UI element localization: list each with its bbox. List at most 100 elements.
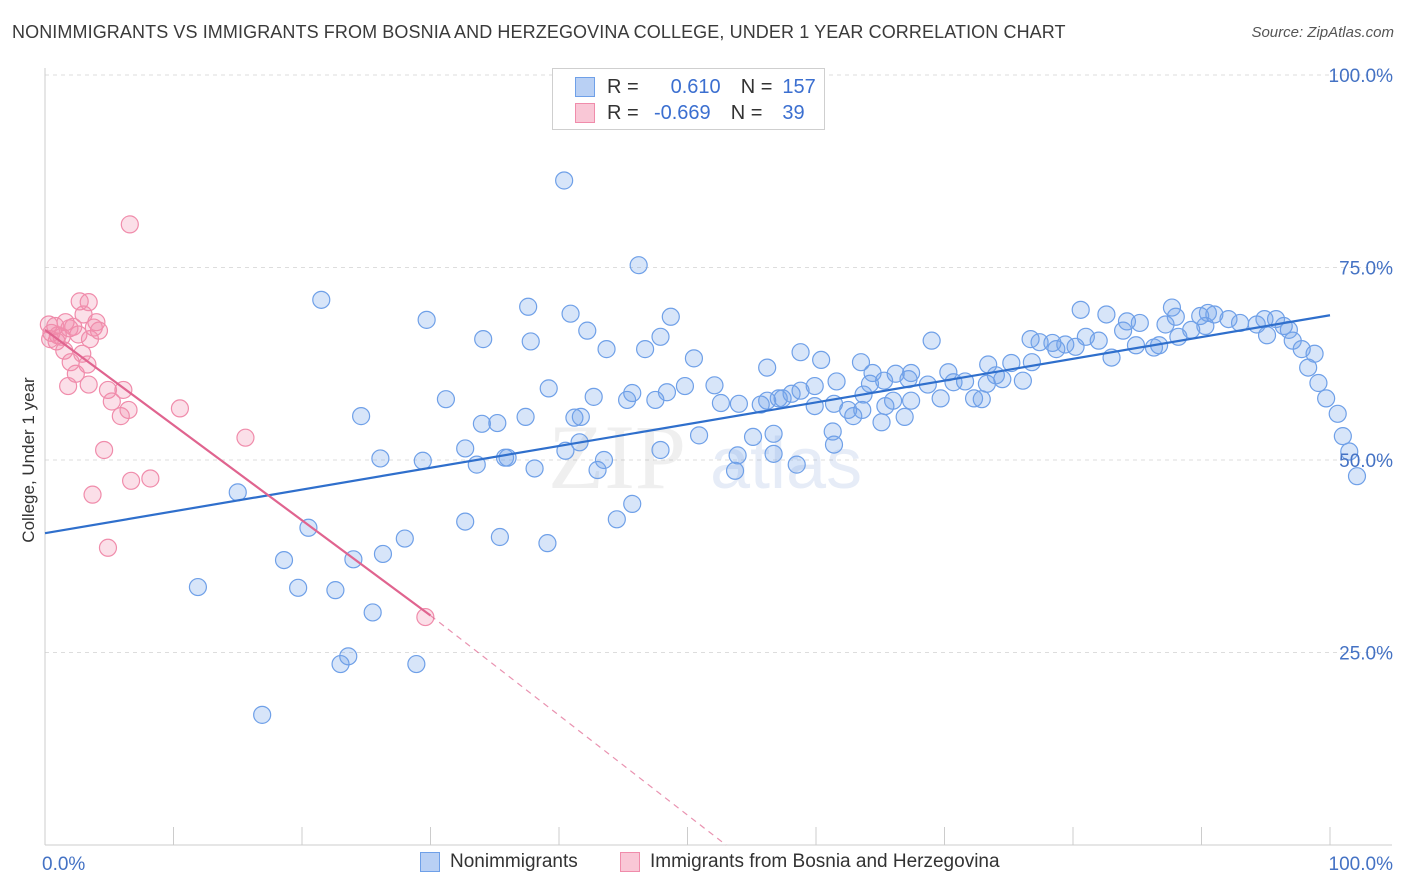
pink-data-point (98, 380, 118, 400)
blue-data-point (371, 449, 390, 468)
blue-data-point (623, 383, 642, 403)
blue-data-point (743, 427, 763, 446)
blue-data-point (594, 450, 614, 470)
blue-data-point (791, 343, 810, 362)
pink-trend-line (44, 328, 432, 617)
blue-data-point (1013, 371, 1032, 390)
blue-data-point (289, 578, 308, 597)
blue-data-point (827, 372, 846, 391)
x-tick-label: 0.0% (42, 854, 85, 875)
pink-data-point (47, 332, 66, 351)
blue-data-point (417, 310, 436, 329)
blue-series-points (188, 171, 1367, 724)
blue-data-point (769, 389, 788, 408)
blue-data-point (922, 331, 941, 350)
blue-data-point (588, 460, 607, 480)
blue-data-point (565, 408, 584, 427)
blue-data-point (764, 424, 783, 443)
blue-data-point (1317, 389, 1336, 408)
blue-data-point (1071, 300, 1090, 319)
blue-data-point (623, 494, 642, 513)
blue-data-point (964, 389, 984, 408)
blue-data-point (787, 455, 806, 474)
blue-data-point (607, 510, 626, 529)
axes (44, 68, 1392, 846)
blue-data-point (538, 534, 557, 553)
pink-data-point (59, 376, 78, 396)
blue-data-point (651, 440, 670, 460)
blue-data-point (651, 327, 670, 346)
legend-r-label: R = (607, 75, 639, 98)
blue-data-point (944, 373, 963, 392)
blue-data-point (773, 389, 792, 408)
trend-lines (44, 314, 1331, 846)
blue-data-point (299, 518, 318, 537)
legend-swatch-blue (575, 77, 595, 97)
chart-title: NONIMMIGRANTS VS IMMIGRANTS FROM BOSNIA … (12, 22, 1066, 42)
blue-data-point (456, 512, 475, 531)
blue-data-point (584, 387, 603, 406)
grid-lines (45, 74, 1392, 653)
blue-data-point (413, 451, 432, 470)
blue-data-point (931, 389, 950, 408)
blue-data-point (488, 413, 507, 433)
blue-data-point (689, 426, 709, 445)
blue-data-point (758, 358, 777, 377)
legend-item-label: Nonimmigrants (450, 851, 578, 872)
legend-item-immigrants: Immigrants from Bosnia and Herzegovina (620, 851, 1000, 873)
blue-data-point (571, 407, 590, 426)
blue-data-point (312, 290, 331, 309)
blue-data-point (1166, 307, 1185, 326)
blue-data-point (1305, 344, 1324, 363)
pink-data-point (98, 538, 118, 557)
blue-data-point (519, 297, 538, 316)
blue-data-point (1097, 305, 1116, 324)
pink-data-point (78, 355, 97, 374)
legend-r-value: -0.669 (653, 101, 711, 124)
blue-data-point (578, 321, 597, 340)
x-tick-label: 100.0% (1329, 854, 1394, 875)
legend-swatch-pink (620, 852, 640, 872)
blue-data-point (675, 376, 695, 396)
blue-data-point (824, 435, 844, 454)
y-tick-label: 50.0% (1339, 451, 1393, 472)
pink-data-point (79, 375, 98, 394)
blue-trend-line (44, 314, 1331, 535)
blue-data-point (823, 422, 842, 441)
blue-data-point (521, 332, 540, 351)
blue-data-point (339, 647, 358, 666)
blue-data-point (490, 527, 509, 547)
blue-data-point (456, 439, 475, 458)
pink-series-points (39, 215, 435, 627)
blue-data-point (1205, 305, 1224, 324)
tick-labels: 25.0% 50.0% 75.0% 100.0% 0.0% 100.0% (42, 66, 1393, 875)
legend-row-nonimmigrants: R = 0.610 N = 157 (575, 74, 816, 100)
blue-data-point (436, 390, 456, 409)
blue-data-point (1347, 467, 1367, 486)
legend-n-value: 157 (782, 75, 816, 98)
pink-data-point (111, 407, 130, 426)
blue-data-point (711, 393, 731, 413)
blue-data-point (812, 350, 831, 369)
blue-data-point (629, 256, 648, 275)
blue-data-point (758, 391, 777, 410)
blue-data-point (1021, 330, 1040, 349)
blue-data-point (597, 340, 616, 359)
blue-data-point (274, 550, 294, 570)
watermark: ZIP atlas (548, 406, 862, 508)
blue-data-point (561, 304, 580, 323)
blue-data-point (1117, 312, 1137, 331)
pink-data-point (236, 428, 255, 447)
blue-data-point (725, 461, 745, 480)
blue-data-point (1002, 353, 1021, 373)
legend-r-label: R = (607, 101, 639, 124)
pink-data-point (416, 607, 435, 627)
blue-data-point (326, 581, 345, 600)
blue-data-point (1089, 331, 1108, 350)
blue-data-point (1219, 309, 1238, 329)
blue-data-point (1162, 298, 1182, 317)
blue-data-point (1333, 427, 1352, 446)
pink-trend-extension (430, 615, 727, 846)
blue-data-point (895, 407, 914, 426)
blue-data-point (844, 407, 863, 426)
